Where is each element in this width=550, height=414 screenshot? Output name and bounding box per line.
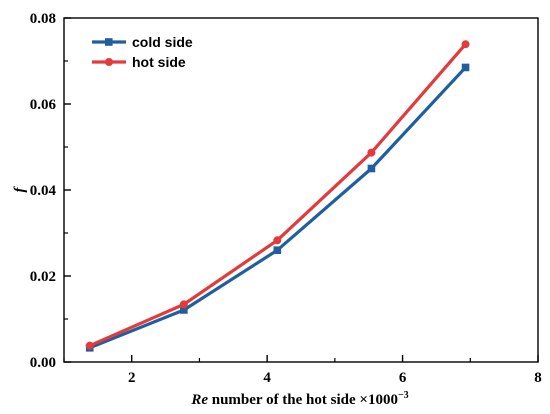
y-axis-title: f xyxy=(12,186,28,193)
y-tick-label: 0.02 xyxy=(30,269,56,285)
x-tick-label: 4 xyxy=(263,370,271,386)
data-point xyxy=(179,300,188,309)
data-point xyxy=(85,341,94,350)
data-point xyxy=(367,148,376,157)
legend-label: hot side xyxy=(132,54,186,70)
x-axis-title: Re number of the hot side ×1000−3 xyxy=(190,390,408,408)
legend-item: hot side xyxy=(92,54,186,70)
series-group xyxy=(85,40,470,352)
legend-item: cold side xyxy=(92,34,193,50)
x-tick-label: 6 xyxy=(399,370,407,386)
data-point xyxy=(367,164,376,173)
x-axis-title-superscript: −3 xyxy=(398,390,409,401)
legend-swatch-marker xyxy=(105,38,113,46)
legend: cold side hot side xyxy=(92,34,193,70)
x-tick-label: 8 xyxy=(534,370,542,386)
data-point xyxy=(180,306,188,314)
x-tick-label: 2 xyxy=(128,370,136,386)
y-tick-label: 0.06 xyxy=(30,97,57,113)
x-axis-title-text: number of the hot side ×1000 xyxy=(208,392,398,408)
series-line xyxy=(88,42,468,348)
data-point xyxy=(273,236,282,245)
axis-titles: f Re number of the hot side ×1000−3 xyxy=(12,186,409,409)
data-point xyxy=(461,63,470,72)
y-tick-label: 0.00 xyxy=(30,355,56,371)
y-tick-label: 0.04 xyxy=(30,183,57,199)
legend-label: cold side xyxy=(132,34,193,50)
data-point xyxy=(273,246,282,254)
x-axis-title-italic: Re xyxy=(190,392,208,408)
ticks: 2 4 6 8 0.00 0.02 0.04 0.06 0.08 xyxy=(30,11,542,386)
series-hot-side xyxy=(85,40,470,350)
data-point xyxy=(461,40,470,49)
y-tick-label: 0.08 xyxy=(30,11,56,27)
legend-swatch-marker xyxy=(105,58,113,66)
